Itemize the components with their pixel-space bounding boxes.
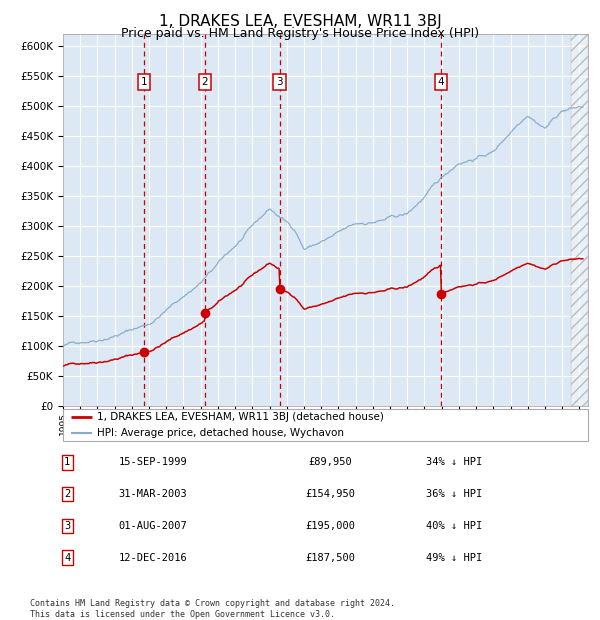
Text: Price paid vs. HM Land Registry's House Price Index (HPI): Price paid vs. HM Land Registry's House … (121, 27, 479, 40)
Text: 1: 1 (141, 77, 148, 87)
FancyBboxPatch shape (63, 409, 588, 441)
Text: Contains HM Land Registry data © Crown copyright and database right 2024.
This d: Contains HM Land Registry data © Crown c… (30, 600, 395, 619)
Text: 1, DRAKES LEA, EVESHAM, WR11 3BJ (detached house): 1, DRAKES LEA, EVESHAM, WR11 3BJ (detach… (97, 412, 384, 422)
Text: £195,000: £195,000 (305, 521, 355, 531)
Text: 34% ↓ HPI: 34% ↓ HPI (425, 458, 482, 467)
Text: £187,500: £187,500 (305, 552, 355, 562)
Text: HPI: Average price, detached house, Wychavon: HPI: Average price, detached house, Wych… (97, 428, 344, 438)
Text: 15-SEP-1999: 15-SEP-1999 (119, 458, 187, 467)
Text: 2: 2 (202, 77, 208, 87)
Text: 2: 2 (64, 489, 70, 499)
Text: 3: 3 (276, 77, 283, 87)
Text: 49% ↓ HPI: 49% ↓ HPI (425, 552, 482, 562)
Text: 01-AUG-2007: 01-AUG-2007 (119, 521, 187, 531)
Text: 31-MAR-2003: 31-MAR-2003 (119, 489, 187, 499)
Text: 4: 4 (64, 552, 70, 562)
Text: £154,950: £154,950 (305, 489, 355, 499)
Text: 3: 3 (64, 521, 70, 531)
Text: 4: 4 (437, 77, 444, 87)
Text: 1, DRAKES LEA, EVESHAM, WR11 3BJ: 1, DRAKES LEA, EVESHAM, WR11 3BJ (158, 14, 442, 29)
Text: 12-DEC-2016: 12-DEC-2016 (119, 552, 187, 562)
Text: £89,950: £89,950 (308, 458, 352, 467)
Text: 40% ↓ HPI: 40% ↓ HPI (425, 521, 482, 531)
Text: 36% ↓ HPI: 36% ↓ HPI (425, 489, 482, 499)
Text: 1: 1 (64, 458, 70, 467)
